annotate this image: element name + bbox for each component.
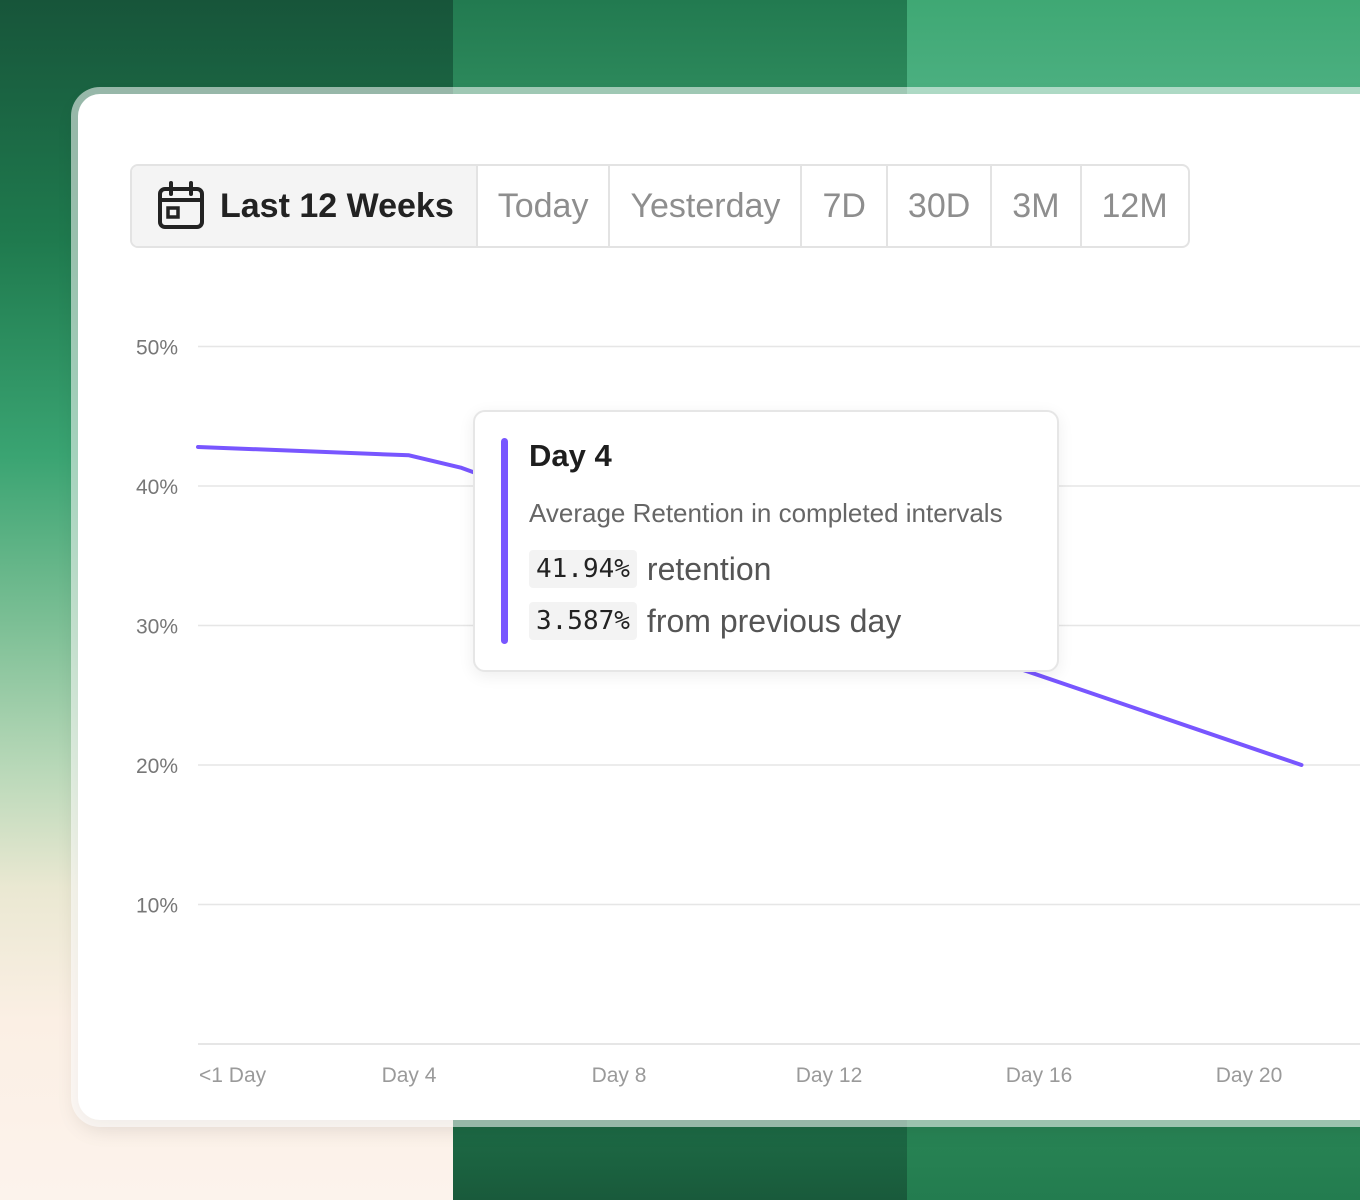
x-tick-label: Day 4 [382,1064,437,1087]
tooltip-retention-value: 41.94% [529,550,637,588]
tooltip-change-row: 3.587% from previous day [529,602,901,640]
y-tick-label: 20% [136,755,178,778]
chart-tooltip: Day 4 Average Retention in completed int… [473,410,1059,672]
tooltip-subtitle: Average Retention in completed intervals [529,498,1003,528]
date-range-active-label: Last 12 Weeks [220,186,454,225]
y-tick-label: 40% [136,476,178,499]
y-tick-label: 50% [136,337,178,360]
date-range-selector: Last 12 Weeks Today Yesterday 7D 30D 3M … [130,164,1190,248]
tooltip-change-value: 3.587% [529,602,637,640]
tooltip-retention-label: retention [646,550,772,587]
date-range-30d-button[interactable]: 30D [885,166,990,246]
x-tick-label: <1 Day [199,1064,267,1087]
x-tick-label: Day 20 [1216,1064,1283,1087]
date-range-today-button[interactable]: Today [475,166,609,246]
date-range-last-12-weeks-button[interactable]: Last 12 Weeks [132,166,476,246]
tooltip-title: Day 4 [529,438,612,473]
y-tick-label: 30% [136,616,178,639]
x-tick-label: Day 12 [796,1064,863,1087]
date-range-7d-button[interactable]: 7D [800,166,885,246]
date-range-12m-button[interactable]: 12M [1079,166,1188,246]
x-tick-label: Day 16 [1006,1064,1073,1087]
tooltip-change-label: from previous day [646,602,902,639]
date-range-3m-button[interactable]: 3M [990,166,1079,246]
series-line [196,444,1304,767]
calendar-icon [158,181,204,229]
tooltip-retention-row: 41.94% retention [529,550,771,588]
y-tick-label: 10% [136,895,178,918]
x-tick-label: Day 8 [592,1064,647,1087]
date-range-yesterday-button[interactable]: Yesterday [608,166,800,246]
chart-card: 10% 20% 30% 40% 50% <1 Day Day 4 Day 8 Day 12 Day… [78,94,1360,1120]
tooltip-accent-bar [501,438,508,644]
